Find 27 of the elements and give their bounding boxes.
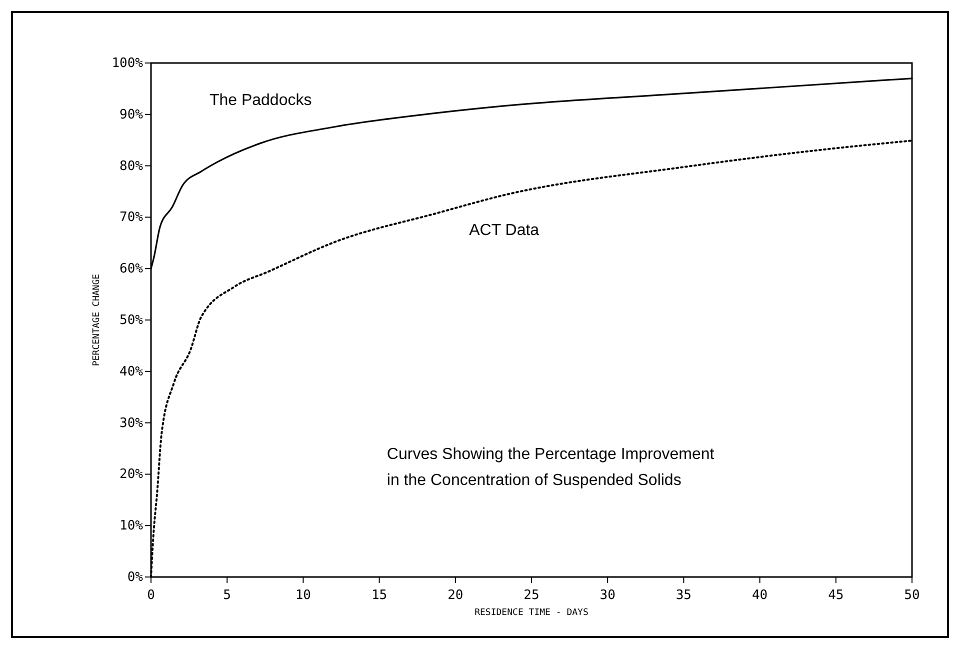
- series-label: The Paddocks: [209, 92, 312, 110]
- x-tick-label: 25: [524, 588, 540, 603]
- x-tick-label: 15: [371, 588, 388, 603]
- x-tick-label: 40: [752, 588, 768, 603]
- y-tick-label: 20%: [120, 467, 144, 482]
- x-tick-label: 30: [600, 588, 616, 603]
- y-tick-label: 50%: [120, 313, 144, 328]
- x-tick-label: 10: [295, 588, 312, 603]
- annotation: Curves Showing the Percentage Improvement in the Concentration of Suspended Solids: [386, 446, 715, 489]
- x-tick-label: 45: [828, 588, 844, 603]
- y-tick-label: 90%: [120, 107, 144, 122]
- y-tick-label: 10%: [120, 518, 144, 534]
- y-tick-label: 80%: [120, 158, 144, 174]
- x-tick-label: 50: [904, 588, 920, 603]
- y-tick-label: 60%: [120, 262, 144, 277]
- x-tick-label: 20: [448, 588, 464, 603]
- y-tick-label: 0%: [127, 570, 144, 585]
- y-tick-label: 100%: [112, 56, 144, 71]
- x-tick-label: 35: [676, 588, 692, 603]
- series-label: ACT Data: [469, 222, 540, 240]
- y-tick-label: 40%: [120, 364, 144, 380]
- y-tick-label: 70%: [120, 210, 144, 226]
- y-axis-title: PERCENTAGE CHANGE: [92, 274, 102, 366]
- x-tick-label: 0: [147, 588, 155, 603]
- x-tick-label: 5: [223, 588, 232, 603]
- y-tick-label: 30%: [120, 416, 144, 431]
- x-axis-title: RESIDENCE TIME - DAYS: [474, 608, 588, 618]
